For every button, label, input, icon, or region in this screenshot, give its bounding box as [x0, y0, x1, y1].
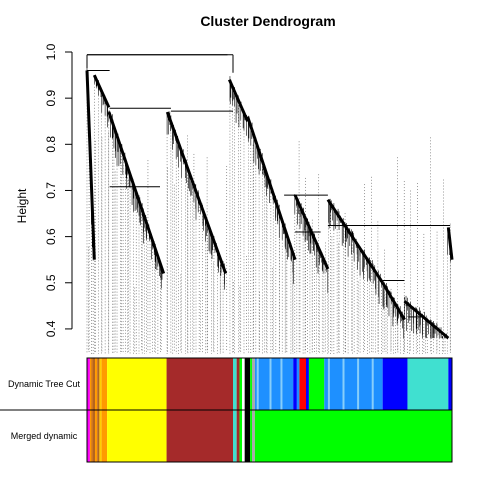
module-color-block [252, 410, 255, 462]
module-color-block [448, 358, 452, 410]
y-tick-label: 0.7 [44, 182, 58, 199]
module-color-block [242, 358, 245, 410]
module-color-block [102, 410, 107, 462]
module-color-stripe [328, 358, 330, 410]
chart-title: Cluster Dendrogram [200, 13, 335, 29]
y-axis: 0.4 0.5 0.6 0.7 0.8 0.9 1.0 [44, 43, 72, 337]
module-color-block [255, 410, 452, 462]
module-color-block [107, 358, 166, 410]
module-color-block [167, 358, 233, 410]
module-color-stripe [357, 358, 359, 410]
module-color-stripe [257, 358, 259, 410]
module-color-block [91, 410, 92, 462]
module-color-block [252, 358, 255, 410]
y-axis-label: Height [15, 188, 29, 223]
module-color-block [250, 358, 252, 410]
dendrogram-tree [87, 55, 452, 354]
dendro-branch [87, 70, 94, 259]
dendro-branch [448, 227, 452, 259]
module-color-block [309, 358, 324, 410]
module-color-block [299, 358, 306, 410]
module-color-block [102, 358, 107, 410]
color-row-label: Dynamic Tree Cut [8, 379, 81, 389]
module-color-block [297, 358, 300, 410]
module-color-block [97, 358, 99, 410]
y-tick-label: 0.5 [44, 274, 58, 291]
module-color-block [99, 410, 101, 462]
module-color-stripe [280, 358, 282, 410]
module-color-block [240, 410, 243, 462]
module-color-block [233, 410, 237, 462]
module-color-block [306, 358, 309, 410]
dendro-branch [328, 200, 383, 283]
module-color-block [233, 358, 237, 410]
color-row-label: Merged dynamic [11, 431, 78, 441]
y-tick-label: 1.0 [44, 43, 58, 60]
module-color-block [95, 410, 97, 462]
module-color-block [245, 410, 250, 462]
module-color-block [324, 358, 382, 410]
module-color-block [91, 358, 92, 410]
module-color-block [93, 410, 95, 462]
module-color-block [255, 358, 293, 410]
module-color-block [97, 410, 99, 462]
module-color-block [237, 358, 240, 410]
module-color-stripe [343, 358, 345, 410]
dendro-branch [248, 117, 295, 260]
module-color-block [95, 358, 97, 410]
y-tick-label: 0.6 [44, 228, 58, 245]
y-tick-label: 0.8 [44, 136, 58, 153]
module-color-stripe [372, 358, 374, 410]
module-color-block [93, 358, 95, 410]
module-color-stripe [270, 358, 272, 410]
module-color-block [250, 410, 252, 462]
module-color-block [407, 358, 448, 410]
y-tick-label: 0.4 [44, 320, 58, 337]
module-color-block [240, 358, 243, 410]
module-color-block [99, 358, 101, 410]
module-color-block [383, 358, 408, 410]
module-color-block [107, 410, 166, 462]
module-color-block [90, 358, 91, 410]
module-color-rows: Dynamic Tree Cut Merged dynamic [0, 358, 452, 462]
module-color-block [242, 410, 245, 462]
module-color-block [293, 358, 297, 410]
module-color-block [90, 410, 91, 462]
module-color-block [237, 410, 240, 462]
module-color-block [245, 358, 250, 410]
y-tick-label: 0.9 [44, 89, 58, 106]
module-color-block [167, 410, 233, 462]
